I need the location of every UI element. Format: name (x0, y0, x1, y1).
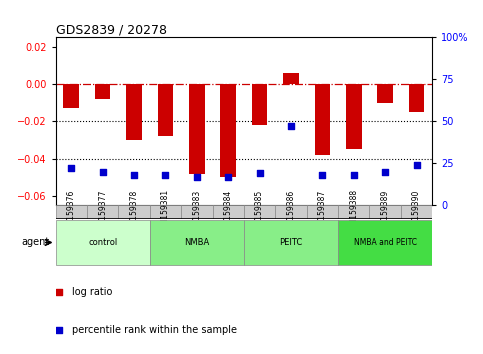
Point (412, 162, 420, 168)
Text: GSM159385: GSM159385 (255, 189, 264, 235)
Text: GSM159381: GSM159381 (161, 189, 170, 235)
Bar (150, 205, 181, 219)
Text: log ratio: log ratio (72, 287, 113, 297)
Bar (189, 84, 205, 173)
Point (56, 327, 63, 333)
Bar (63, 84, 79, 108)
Text: GSM159376: GSM159376 (67, 189, 76, 236)
Point (382, 169, 389, 175)
Point (287, 124, 295, 129)
Text: GSM159384: GSM159384 (224, 189, 233, 235)
Bar (283, 73, 299, 84)
Bar (252, 84, 268, 125)
Bar (275, 205, 307, 219)
Bar (244, 205, 275, 219)
Bar (377, 84, 393, 103)
Text: GSM159378: GSM159378 (129, 189, 139, 235)
Bar (118, 205, 150, 219)
Text: GSM159386: GSM159386 (286, 189, 296, 235)
Bar (409, 84, 425, 112)
Text: PEITC: PEITC (279, 238, 303, 247)
Bar (213, 205, 244, 219)
Text: GSM159388: GSM159388 (349, 189, 358, 235)
Point (68, 166, 75, 171)
Bar (338, 221, 432, 264)
Point (161, 172, 170, 178)
Bar (314, 84, 330, 155)
Bar (220, 84, 236, 177)
Text: GSM159390: GSM159390 (412, 189, 421, 236)
Point (130, 172, 138, 178)
Bar (56, 205, 87, 219)
Point (256, 171, 264, 176)
Point (350, 172, 357, 178)
Bar (401, 205, 432, 219)
Bar (244, 221, 338, 264)
Bar (369, 205, 401, 219)
Text: GSM159383: GSM159383 (192, 189, 201, 235)
Point (224, 174, 232, 179)
Bar (87, 205, 118, 219)
Text: NMBA: NMBA (184, 238, 210, 247)
Text: GDS2839 / 20278: GDS2839 / 20278 (56, 23, 167, 36)
Point (319, 172, 327, 178)
Point (193, 174, 201, 179)
Text: GSM159389: GSM159389 (381, 189, 390, 235)
Bar (95, 84, 111, 99)
Text: GSM159387: GSM159387 (318, 189, 327, 235)
Bar (181, 205, 213, 219)
Text: NMBA and PEITC: NMBA and PEITC (354, 238, 417, 247)
Point (56, 289, 63, 295)
Bar (157, 84, 173, 136)
Text: GSM159377: GSM159377 (98, 189, 107, 236)
Bar (338, 205, 369, 219)
Text: percentile rank within the sample: percentile rank within the sample (72, 325, 238, 335)
Point (99, 169, 107, 175)
Bar (56, 221, 150, 264)
Text: control: control (88, 238, 117, 247)
Bar (346, 84, 362, 149)
Text: agent: agent (21, 238, 49, 247)
Bar (150, 221, 244, 264)
Bar (307, 205, 338, 219)
Bar (126, 84, 142, 140)
